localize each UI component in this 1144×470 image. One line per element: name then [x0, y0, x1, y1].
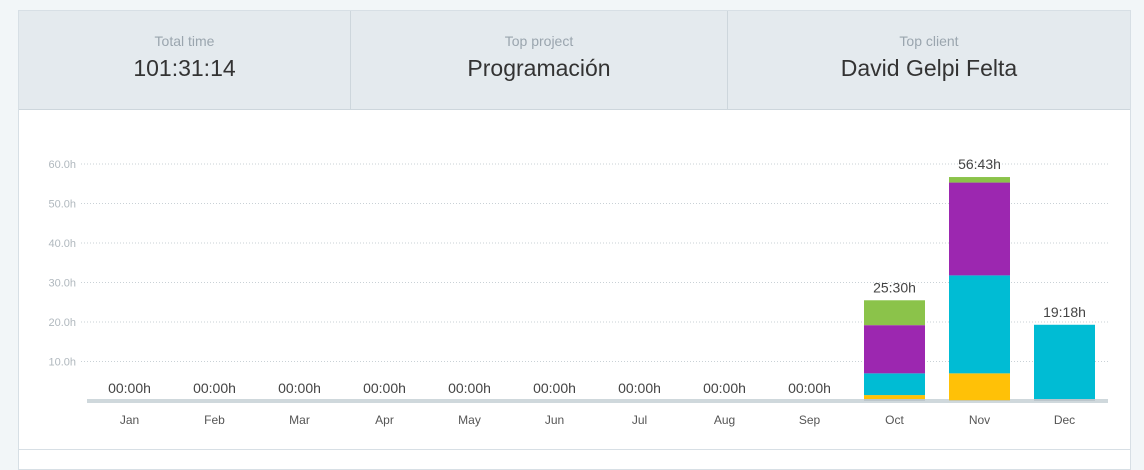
top-client-stat: Top client David Gelpi Felta	[728, 11, 1130, 109]
chart-area: 10.0h 20.0h 30.0h 40.0h 50.0h 60.0h 00:00h Jan 0…	[19, 109, 1130, 449]
y-tick-label: 10.0h	[48, 357, 76, 369]
top-client-label: Top client	[899, 33, 959, 49]
bar-chart: 10.0h 20.0h 30.0h 40.0h 50.0h 60.0h 00:00h Jan 0…	[48, 156, 1108, 427]
y-tick-label: 20.0h	[48, 317, 76, 329]
bar-segment	[1034, 324, 1095, 400]
bar-segment	[949, 182, 1010, 276]
x-tick-label: Sep	[799, 413, 821, 427]
bar-segment	[864, 300, 925, 326]
bar-total-label: 00:00h	[278, 380, 321, 396]
bar-segment	[864, 325, 925, 374]
bar-segment	[864, 373, 925, 396]
divider	[19, 449, 1130, 450]
total-time-value: 101:31:14	[133, 55, 236, 81]
summary-bar: Total time 101:31:14 Top project Program…	[19, 11, 1130, 110]
bar-total-label: 00:00h	[193, 380, 236, 396]
bar-total-label: 19:18h	[1043, 304, 1086, 320]
total-time-label: Total time	[154, 33, 215, 49]
bar-segment	[949, 177, 1010, 183]
bar-total-label: 00:00h	[703, 380, 746, 396]
top-project-label: Top project	[504, 33, 574, 49]
top-client-value: David Gelpi Felta	[840, 55, 1018, 81]
y-tick-label: 50.0h	[48, 199, 76, 211]
x-tick-label: Dec	[1054, 413, 1075, 427]
bar-segment	[864, 395, 925, 400]
x-tick-label: Apr	[375, 413, 394, 427]
bar-segment	[949, 373, 1010, 401]
bar-segment	[949, 400, 1010, 401]
x-tick-label: Aug	[714, 413, 735, 427]
x-axis-baseline	[87, 399, 1108, 403]
reports-panel: Total time 101:31:14 Top project Program…	[18, 10, 1131, 470]
top-project-value: Programación	[467, 55, 611, 81]
x-tick-label: Oct	[885, 413, 904, 427]
bar-total-label: 00:00h	[363, 380, 406, 396]
bar-total-label: 00:00h	[448, 380, 491, 396]
x-tick-label: Jul	[632, 413, 647, 427]
y-tick-label: 60.0h	[48, 159, 76, 171]
bar-total-label: 00:00h	[533, 380, 576, 396]
x-tick-label: Jun	[545, 413, 564, 427]
bar-total-label: 00:00h	[618, 380, 661, 396]
x-tick-label: May	[458, 413, 481, 427]
bar-total-label: 00:00h	[788, 380, 831, 396]
x-tick-label: Mar	[289, 413, 310, 427]
x-tick-label: Jan	[120, 413, 139, 427]
bar-segment	[864, 399, 925, 401]
bar-total-label: 25:30h	[873, 279, 916, 295]
bar-total-label: 56:43h	[958, 156, 1001, 172]
bar-segment	[1034, 399, 1095, 401]
y-tick-label: 30.0h	[48, 278, 76, 290]
total-time-stat: Total time 101:31:14	[19, 11, 351, 109]
top-project-stat: Top project Programación	[351, 11, 728, 109]
bar-segment	[949, 275, 1010, 374]
bar-total-label: 00:00h	[108, 380, 151, 396]
x-tick-label: Feb	[204, 413, 225, 427]
x-tick-label: Nov	[969, 413, 990, 427]
y-tick-label: 40.0h	[48, 238, 76, 250]
